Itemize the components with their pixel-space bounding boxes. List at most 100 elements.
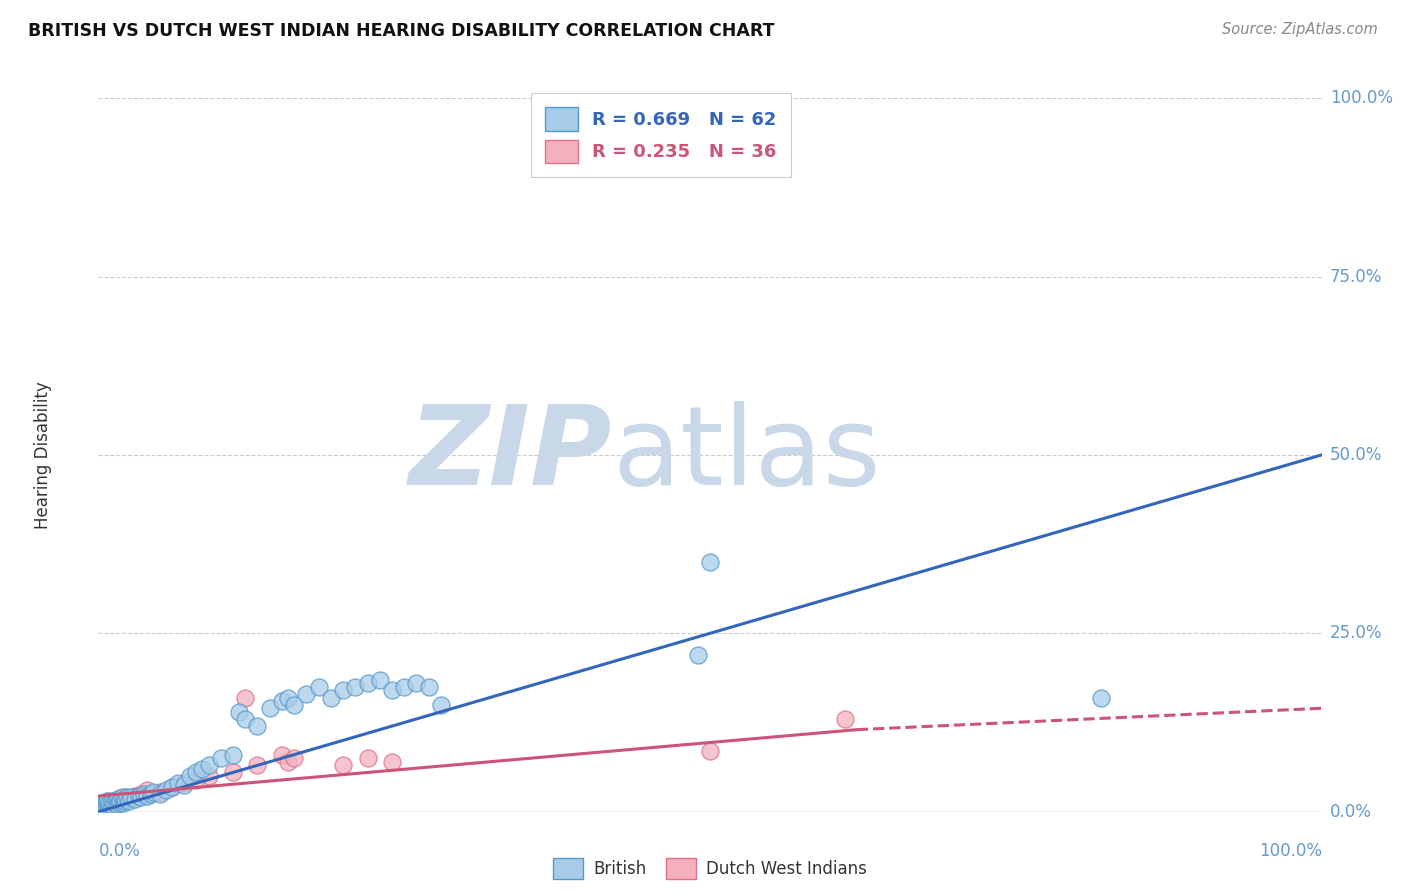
Text: 0.0%: 0.0% <box>98 842 141 860</box>
Text: BRITISH VS DUTCH WEST INDIAN HEARING DISABILITY CORRELATION CHART: BRITISH VS DUTCH WEST INDIAN HEARING DIS… <box>28 22 775 40</box>
Point <box>120 790 142 805</box>
Point <box>1090 690 1112 705</box>
Point <box>93 799 115 814</box>
Point <box>295 687 318 701</box>
Point <box>103 796 125 810</box>
Point <box>110 794 132 808</box>
Point <box>283 751 305 765</box>
Point <box>160 780 183 794</box>
Text: Source: ZipAtlas.com: Source: ZipAtlas.com <box>1222 22 1378 37</box>
Point <box>132 787 155 801</box>
Point <box>121 790 143 805</box>
Point <box>98 796 121 810</box>
Point <box>186 772 208 787</box>
Point <box>139 787 162 801</box>
Text: 0.0%: 0.0% <box>1330 803 1372 821</box>
Point <box>142 785 165 799</box>
Point <box>699 555 721 569</box>
Point <box>128 789 150 803</box>
Point <box>228 705 250 719</box>
Text: atlas: atlas <box>612 401 880 508</box>
Point <box>93 799 115 814</box>
Point <box>94 796 117 810</box>
Text: ZIP: ZIP <box>409 401 612 508</box>
Point <box>332 683 354 698</box>
Point <box>405 676 427 690</box>
Point <box>356 676 378 690</box>
Point <box>222 747 245 762</box>
Point <box>308 680 330 694</box>
Point <box>94 796 117 810</box>
Point <box>101 797 124 812</box>
Point <box>834 712 856 726</box>
Point <box>136 783 159 797</box>
Point <box>115 790 138 805</box>
Point <box>107 792 129 806</box>
Point <box>191 762 214 776</box>
Point <box>270 694 294 708</box>
Point <box>118 792 141 806</box>
Point <box>114 792 136 806</box>
Point <box>98 796 121 810</box>
Point <box>332 758 354 772</box>
Point <box>108 796 131 810</box>
Text: 100.0%: 100.0% <box>1258 842 1322 860</box>
Point <box>197 769 219 783</box>
Point <box>173 776 195 790</box>
Point <box>91 797 114 812</box>
Point <box>107 792 129 806</box>
Point <box>686 648 709 662</box>
Point <box>96 797 118 812</box>
Point <box>101 794 124 808</box>
Point <box>104 794 127 808</box>
Point <box>173 778 195 792</box>
Point <box>104 794 127 808</box>
Point <box>97 794 120 808</box>
Text: 100.0%: 100.0% <box>1330 89 1393 107</box>
Point <box>124 792 146 806</box>
Text: Hearing Disability: Hearing Disability <box>34 381 52 529</box>
Point <box>129 790 152 805</box>
Point <box>209 751 232 765</box>
Text: 25.0%: 25.0% <box>1330 624 1382 642</box>
Point <box>160 780 183 794</box>
Text: 75.0%: 75.0% <box>1330 268 1382 285</box>
Point <box>91 797 114 812</box>
Point <box>110 794 132 808</box>
Point <box>111 796 134 810</box>
Point <box>381 683 404 698</box>
Point <box>105 797 128 812</box>
Point <box>149 785 172 799</box>
Point <box>149 787 172 801</box>
Point <box>233 690 256 705</box>
Point <box>418 680 440 694</box>
Point <box>233 712 256 726</box>
Point <box>277 755 299 769</box>
Point <box>344 680 367 694</box>
Point <box>197 758 219 772</box>
Point <box>277 690 299 705</box>
Point <box>186 765 208 780</box>
Point <box>270 747 294 762</box>
Point <box>167 776 190 790</box>
Point <box>112 794 135 808</box>
Point <box>136 789 159 803</box>
Point <box>101 794 124 808</box>
Point <box>103 796 125 810</box>
Point <box>259 701 281 715</box>
Point <box>699 744 721 758</box>
Point <box>118 794 141 808</box>
Point <box>101 799 124 814</box>
Point <box>114 790 136 805</box>
Point <box>246 719 269 733</box>
Point <box>222 765 245 780</box>
Point <box>179 769 201 783</box>
Point <box>97 797 120 812</box>
Point <box>392 680 416 694</box>
Legend: British, Dutch West Indians: British, Dutch West Indians <box>547 852 873 886</box>
Point <box>111 790 134 805</box>
Point <box>96 794 118 808</box>
Point <box>430 698 453 712</box>
Point <box>356 751 378 765</box>
Point <box>319 690 342 705</box>
